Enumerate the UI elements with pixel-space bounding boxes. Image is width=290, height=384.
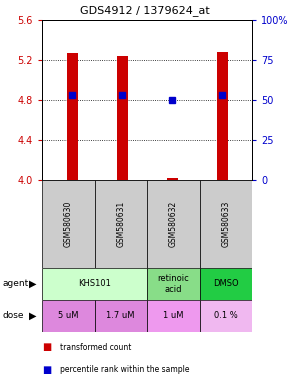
Text: ▶: ▶ <box>28 279 36 289</box>
Text: DMSO: DMSO <box>213 280 239 288</box>
Bar <box>217 52 227 180</box>
Text: percentile rank within the sample: percentile rank within the sample <box>60 365 189 374</box>
Bar <box>147 268 200 300</box>
Text: ■: ■ <box>42 364 51 374</box>
Text: 0.1 %: 0.1 % <box>214 311 238 321</box>
Text: GSM580631: GSM580631 <box>116 201 125 247</box>
Text: transformed count: transformed count <box>60 343 131 351</box>
Text: 1.7 uM: 1.7 uM <box>106 311 135 321</box>
Text: retinoic
acid: retinoic acid <box>157 274 189 294</box>
Bar <box>147 300 200 332</box>
Bar <box>200 300 252 332</box>
Bar <box>42 180 95 268</box>
Text: GSM580630: GSM580630 <box>64 201 73 247</box>
Bar <box>95 180 147 268</box>
Bar <box>166 178 177 180</box>
Bar <box>42 268 147 300</box>
Bar <box>200 268 252 300</box>
Bar <box>147 180 200 268</box>
Text: GSM580633: GSM580633 <box>221 201 230 247</box>
Text: GSM580632: GSM580632 <box>169 201 178 247</box>
Text: ▶: ▶ <box>28 311 36 321</box>
Bar <box>200 180 252 268</box>
Text: KHS101: KHS101 <box>78 280 111 288</box>
Bar <box>42 300 95 332</box>
Bar <box>95 300 147 332</box>
Bar <box>66 53 77 180</box>
Text: dose: dose <box>3 311 24 321</box>
Text: GDS4912 / 1379624_at: GDS4912 / 1379624_at <box>80 5 210 17</box>
Text: ■: ■ <box>42 342 51 352</box>
Bar <box>117 56 128 180</box>
Text: 1 uM: 1 uM <box>163 311 184 321</box>
Text: agent: agent <box>3 280 29 288</box>
Text: 5 uM: 5 uM <box>58 311 79 321</box>
